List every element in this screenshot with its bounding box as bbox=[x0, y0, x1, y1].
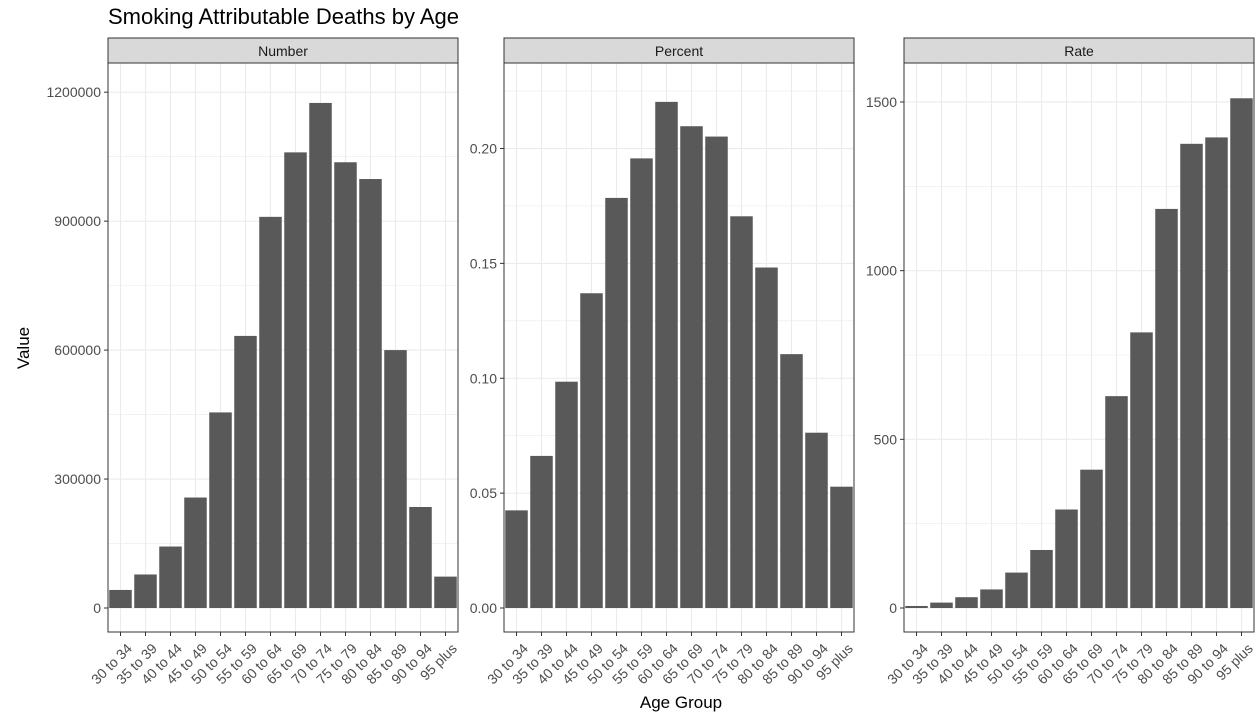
bar-30-to-34 bbox=[109, 589, 132, 608]
x-axis-label: Age Group bbox=[639, 693, 723, 712]
bar-35-to-39 bbox=[134, 574, 157, 608]
y-tick-label: 0.05 bbox=[470, 485, 497, 501]
bar-55-to-59 bbox=[1030, 549, 1053, 608]
bar-40-to-44 bbox=[159, 546, 182, 608]
y-tick-label: 0.20 bbox=[470, 141, 497, 157]
facet-strip bbox=[903, 37, 1255, 64]
y-tick-label: 1000 bbox=[866, 263, 897, 279]
chart-title: Smoking Attributable Deaths by Age bbox=[108, 4, 459, 29]
bar-45-to-49 bbox=[580, 293, 603, 608]
facet-strip-label: Number bbox=[258, 43, 308, 59]
bar-70-to-74 bbox=[1105, 396, 1128, 608]
bar-65-to-69 bbox=[1080, 469, 1103, 608]
bar-85-to-89 bbox=[780, 354, 803, 608]
bar-30-to-34 bbox=[505, 510, 528, 608]
bar-85-to-89 bbox=[384, 350, 407, 608]
y-tick-label: 0.10 bbox=[470, 370, 497, 386]
bar-65-to-69 bbox=[284, 152, 307, 608]
y-tick-label: 0 bbox=[889, 600, 897, 616]
bar-45-to-49 bbox=[184, 497, 207, 608]
bar-55-to-59 bbox=[234, 335, 257, 608]
bar-35-to-39 bbox=[930, 602, 953, 608]
bar-90-to-94 bbox=[805, 432, 828, 608]
bar-50-to-54 bbox=[209, 412, 232, 608]
bar-60-to-64 bbox=[655, 101, 678, 609]
bar-65-to-69 bbox=[680, 126, 703, 608]
bar-90-to-94 bbox=[1205, 137, 1228, 608]
bar-55-to-59 bbox=[630, 158, 653, 608]
bar-70-to-74 bbox=[309, 102, 332, 608]
bar-40-to-44 bbox=[955, 597, 978, 608]
y-tick-label: 1200000 bbox=[46, 84, 101, 100]
bar-45-to-49 bbox=[980, 589, 1003, 608]
y-tick-label: 300000 bbox=[54, 471, 101, 487]
bar-60-to-64 bbox=[1055, 509, 1078, 608]
bar-35-to-39 bbox=[530, 455, 553, 608]
bar-95-plus bbox=[1230, 98, 1253, 608]
facet-strip bbox=[107, 37, 459, 64]
bar-75-to-79 bbox=[730, 216, 753, 608]
bar-95-plus bbox=[434, 576, 457, 608]
facet-strip bbox=[503, 37, 855, 64]
bar-80-to-84 bbox=[755, 267, 778, 608]
y-tick-label: 0.15 bbox=[470, 255, 497, 271]
y-tick-label: 0.00 bbox=[470, 600, 497, 616]
facet-strip-label: Percent bbox=[655, 43, 703, 59]
bar-60-to-64 bbox=[259, 216, 282, 608]
y-tick-label: 600000 bbox=[54, 342, 101, 358]
bar-50-to-54 bbox=[1005, 572, 1028, 608]
facet-strip-label: Rate bbox=[1064, 43, 1094, 59]
bar-40-to-44 bbox=[555, 381, 578, 608]
bar-85-to-89 bbox=[1180, 143, 1203, 608]
bar-50-to-54 bbox=[605, 197, 628, 609]
y-tick-label: 1500 bbox=[866, 94, 897, 110]
bar-90-to-94 bbox=[409, 506, 432, 608]
bar-75-to-79 bbox=[1130, 332, 1153, 608]
y-tick-label: 900000 bbox=[54, 213, 101, 229]
y-tick-label: 0 bbox=[93, 600, 101, 616]
bar-75-to-79 bbox=[334, 162, 357, 608]
bar-70-to-74 bbox=[705, 136, 728, 609]
bar-95-plus bbox=[830, 486, 853, 608]
bar-30-to-34 bbox=[905, 605, 928, 608]
y-tick-label: 500 bbox=[874, 431, 898, 447]
bar-80-to-84 bbox=[359, 179, 382, 608]
bar-80-to-84 bbox=[1155, 208, 1178, 608]
